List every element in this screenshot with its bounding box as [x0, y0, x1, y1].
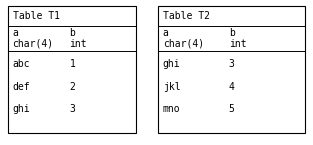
Bar	[8, 6, 136, 133]
Text: def: def	[13, 81, 30, 91]
Text: char(4): char(4)	[163, 39, 204, 49]
Text: abc: abc	[13, 59, 30, 69]
Text: a: a	[13, 28, 18, 38]
Text: ghi: ghi	[163, 59, 180, 69]
Text: Table T1: Table T1	[13, 11, 59, 21]
Text: int: int	[69, 39, 87, 49]
Text: 1: 1	[69, 59, 75, 69]
Text: int: int	[229, 39, 246, 49]
Text: 4: 4	[229, 81, 234, 91]
Text: 3: 3	[229, 59, 234, 69]
Text: ghi: ghi	[13, 104, 30, 114]
Text: b: b	[229, 28, 234, 38]
Text: 3: 3	[69, 104, 75, 114]
Text: mno: mno	[163, 104, 180, 114]
Text: char(4): char(4)	[13, 39, 54, 49]
Text: Table T2: Table T2	[163, 11, 210, 21]
Text: 2: 2	[69, 81, 75, 91]
Bar	[158, 6, 305, 133]
Text: b: b	[69, 28, 75, 38]
Text: 5: 5	[229, 104, 234, 114]
Text: jkl: jkl	[163, 81, 180, 91]
Text: a: a	[163, 28, 169, 38]
